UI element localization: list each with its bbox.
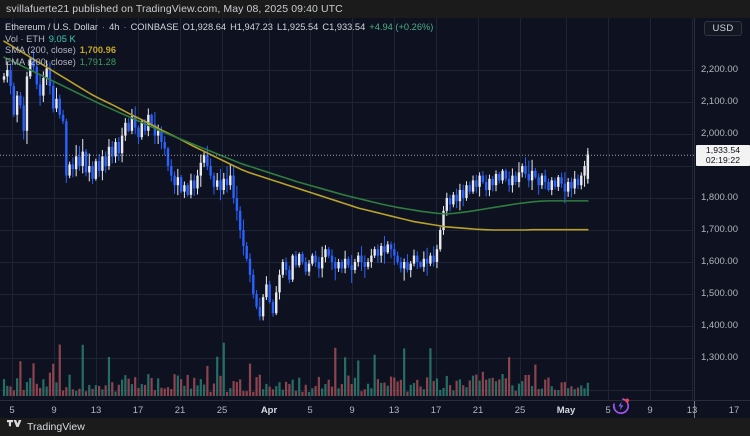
price-tick: 1,300.00 bbox=[701, 352, 738, 363]
legend-row-symbol[interactable]: Ethereum / U.S. Dollar · 4h · COINBASE O… bbox=[5, 22, 433, 34]
price-tick: 2,200.00 bbox=[701, 64, 738, 75]
time-tick: 9 bbox=[647, 405, 653, 416]
time-tick: 21 bbox=[472, 405, 484, 416]
time-tick: 17 bbox=[430, 405, 442, 416]
time-tick: 5 bbox=[605, 405, 611, 416]
replay-lightning-icon[interactable] bbox=[610, 395, 632, 415]
legend-row-volume[interactable]: Vol · ETH 9.05 K bbox=[5, 34, 433, 46]
attribution-bar: svillafuerte21 published on TradingView.… bbox=[0, 0, 750, 18]
price-tick: 1,600.00 bbox=[701, 256, 738, 267]
legend-high: H1,947.23 bbox=[230, 22, 273, 32]
legend-volume-value: 9.05 K bbox=[48, 33, 76, 44]
attribution-text: svillafuerte21 published on TradingView.… bbox=[6, 3, 343, 15]
legend-close: C1,933.54 bbox=[322, 22, 366, 32]
currency-badge[interactable]: USD bbox=[704, 21, 742, 36]
time-tick: May bbox=[556, 405, 576, 416]
price-tick: 2,000.00 bbox=[701, 128, 738, 139]
time-scale[interactable]: 5 9 13 17 21 25 Apr 5 9 13 17 21 25 May 5 9 13 17 bbox=[0, 400, 750, 418]
price-scale[interactable]: USD 2,200.00 2,100.00 2,000.00 1,800.00 1,70… bbox=[694, 18, 750, 418]
price-tick: 1,400.00 bbox=[701, 320, 738, 331]
legend-low: L1,925.54 bbox=[276, 22, 319, 32]
chart-frame[interactable]: Ethereum / U.S. Dollar · 4h · COINBASE O… bbox=[0, 18, 750, 418]
price-tick: 1,500.00 bbox=[701, 288, 738, 299]
time-scale-divider bbox=[694, 401, 695, 418]
time-tick: 9 bbox=[51, 405, 57, 416]
legend-row-ema[interactable]: EMA (200, close) 1,791.28 bbox=[5, 57, 433, 69]
last-price-value: 1,933.54 bbox=[705, 145, 741, 156]
time-tick: 13 bbox=[686, 405, 698, 416]
legend-symbol[interactable]: Ethereum / U.S. Dollar bbox=[5, 22, 99, 32]
legend-ema-label: EMA (200, close) bbox=[5, 56, 76, 67]
price-tick: 1,700.00 bbox=[701, 224, 738, 235]
time-tick: Apr bbox=[260, 405, 278, 416]
time-tick: 17 bbox=[132, 405, 144, 416]
legend-change: +4.94 (+0.26%) bbox=[369, 22, 434, 32]
legend-row-sma[interactable]: SMA (200, close) 1,700.96 bbox=[5, 45, 433, 57]
time-tick: 13 bbox=[388, 405, 400, 416]
legend-sma-label: SMA (200, close) bbox=[5, 45, 76, 55]
time-tick: 5 bbox=[9, 405, 15, 416]
chart-legend: Ethereum / U.S. Dollar · 4h · COINBASE O… bbox=[5, 22, 433, 68]
footer-brand-label: TradingView bbox=[27, 421, 85, 433]
legend-sep-1: · bbox=[102, 22, 106, 32]
legend-interval[interactable]: 4h bbox=[109, 22, 120, 32]
time-tick: 25 bbox=[514, 405, 526, 416]
chart-plot-area[interactable] bbox=[0, 18, 694, 400]
legend-sep-2: · bbox=[123, 22, 127, 32]
time-tick: 25 bbox=[216, 405, 228, 416]
time-tick: 13 bbox=[90, 405, 102, 416]
price-tick: 1,800.00 bbox=[701, 192, 738, 203]
time-tick: 5 bbox=[307, 405, 313, 416]
legend-sma-value: 1,700.96 bbox=[79, 45, 116, 55]
legend-volume-label: Vol · ETH bbox=[5, 33, 45, 44]
tradingview-logo-icon[interactable] bbox=[7, 418, 22, 436]
footer-bar: TradingView bbox=[0, 418, 750, 436]
legend-exchange[interactable]: COINBASE bbox=[130, 22, 179, 32]
legend-ema-value: 1,791.28 bbox=[79, 56, 116, 67]
last-price-tag[interactable]: 1,933.54 02:19:22 bbox=[696, 144, 750, 166]
time-tick: 17 bbox=[728, 405, 740, 416]
legend-open: O1,928.64 bbox=[182, 22, 227, 32]
bar-countdown: 02:19:22 bbox=[705, 155, 741, 166]
time-tick: 9 bbox=[349, 405, 355, 416]
chart-canvas bbox=[0, 18, 694, 400]
price-tick: 2,100.00 bbox=[701, 96, 738, 107]
time-tick: 21 bbox=[174, 405, 186, 416]
